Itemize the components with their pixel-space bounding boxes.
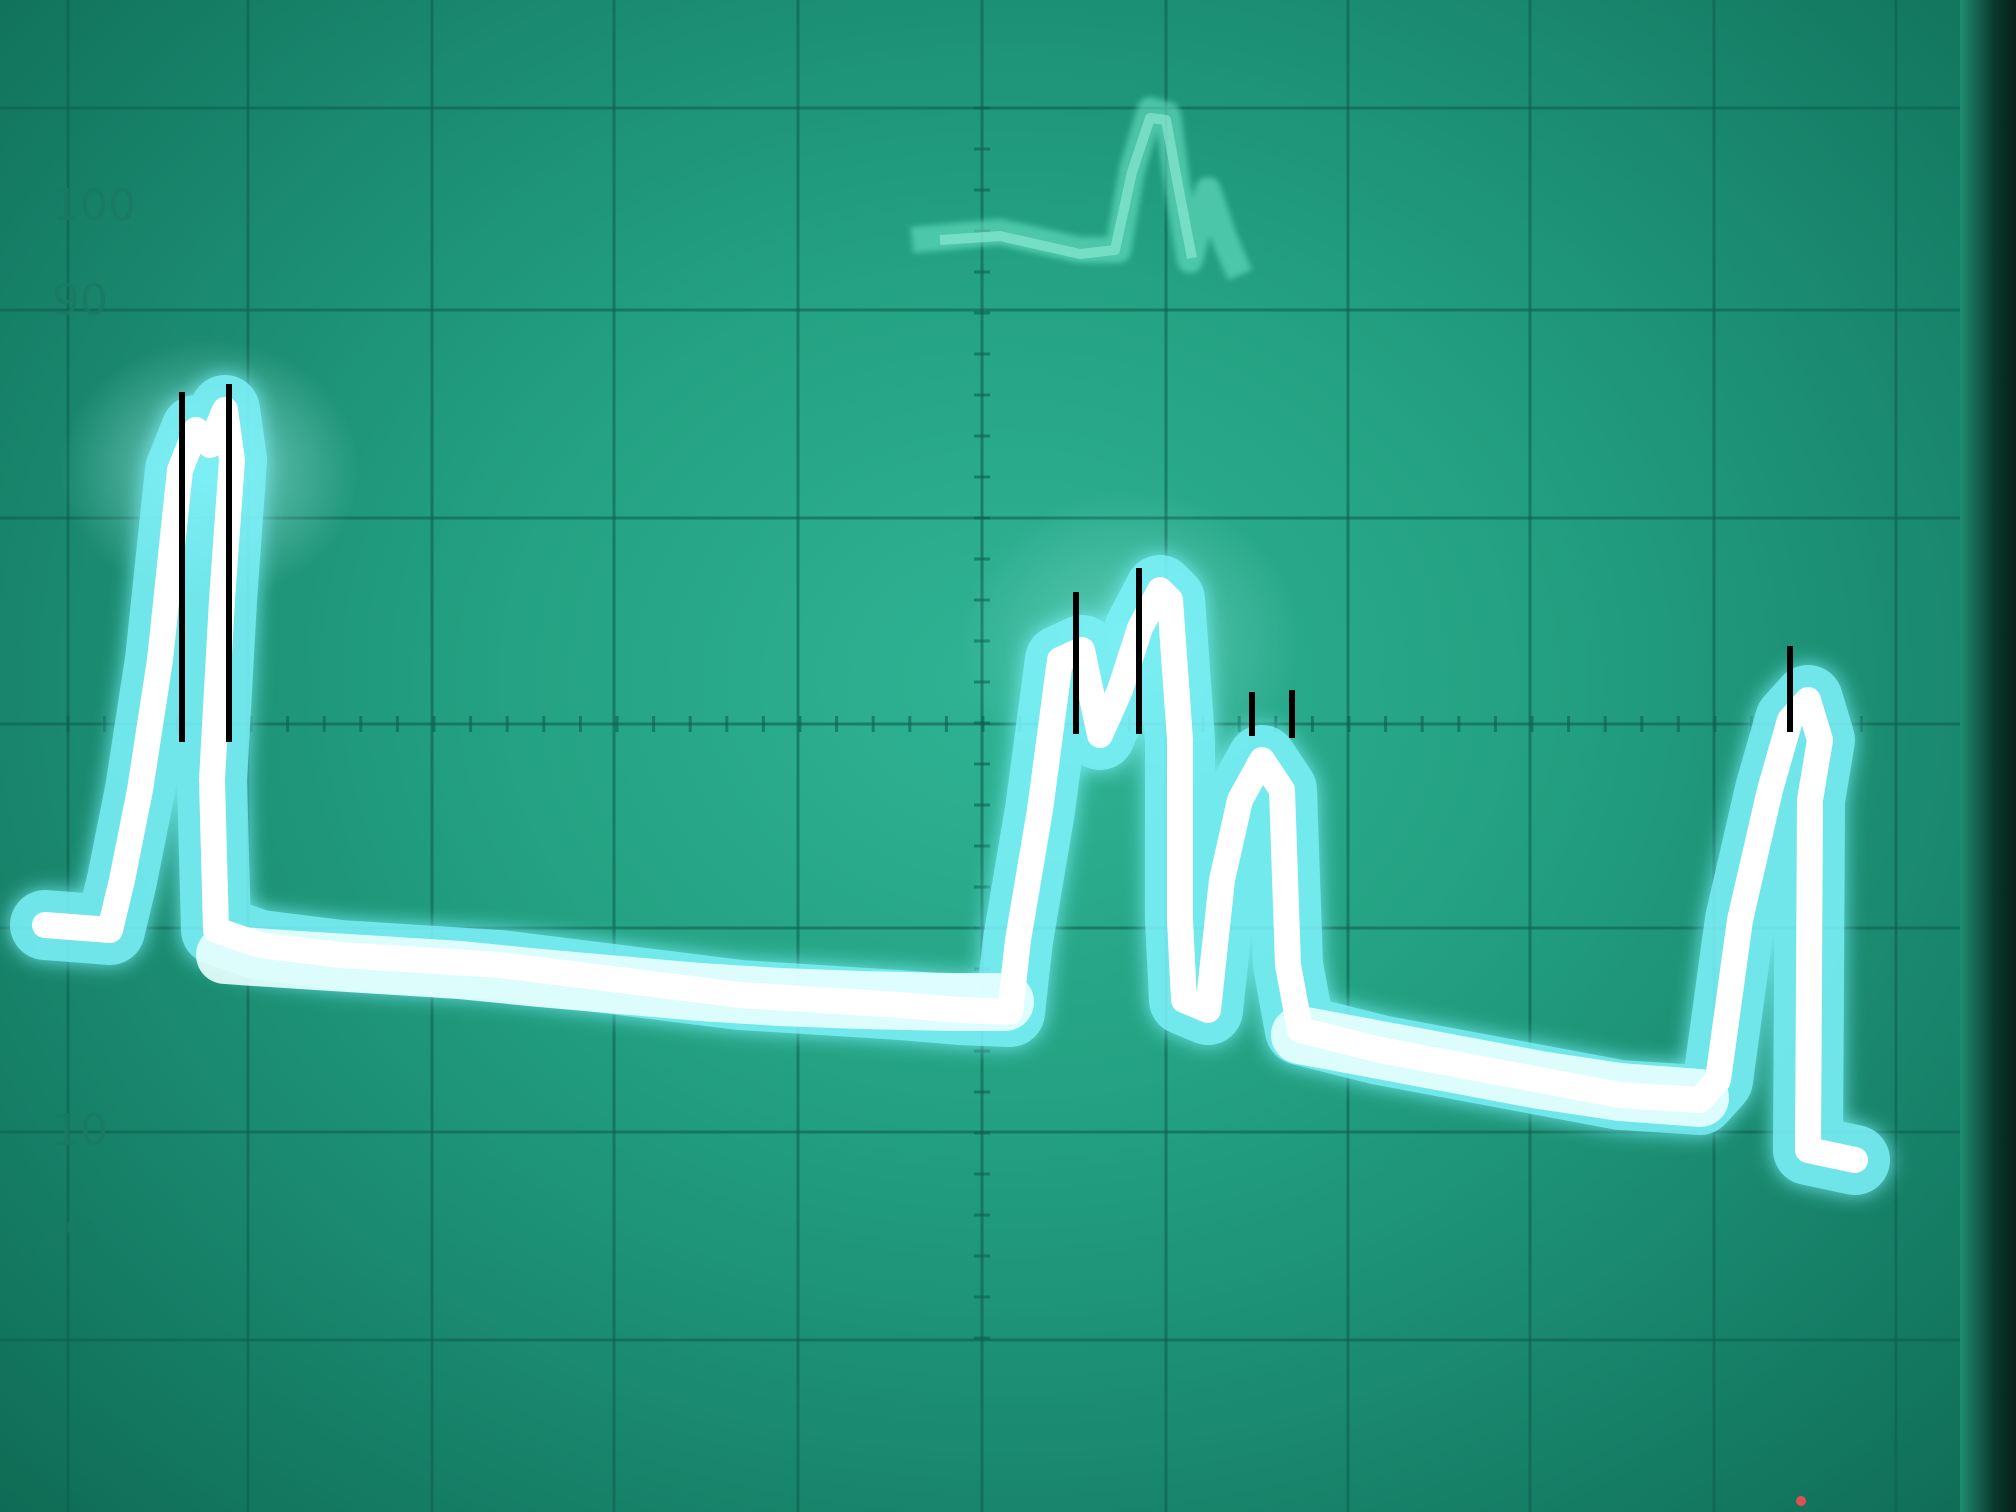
graticule [0,0,1960,1512]
scale-label-90: 90 [52,275,108,326]
scale-label-100: 100 [52,180,136,231]
indicator-light [1796,1496,1806,1506]
peak-markers [179,384,1793,742]
screen-bezel [1960,0,2016,1512]
scale-label-0-percent: 0% [42,1215,100,1256]
ghost-trace-core [939,113,1197,259]
scale-label-10: 10 [52,1105,108,1156]
